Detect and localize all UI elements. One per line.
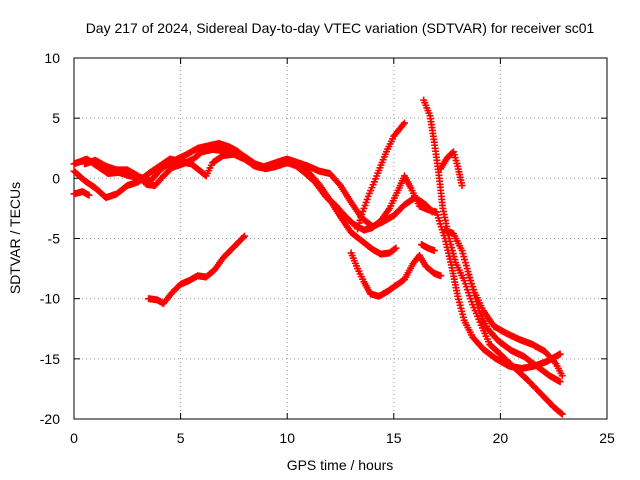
data-point-marker [427,207,435,215]
data-point-marker [239,233,247,241]
x-tick-label: 0 [70,430,78,446]
series-arc-e [145,232,249,307]
y-tick-label: 5 [52,110,60,126]
data-point-marker [558,372,566,380]
data-point-marker [430,247,438,255]
data-point-marker [428,208,436,216]
data-point-marker [391,245,399,253]
data-series [70,96,566,418]
y-tick-label: -15 [40,351,60,367]
x-tick-label: 15 [386,430,402,446]
data-point-marker [556,378,564,386]
data-point-marker [557,409,565,417]
y-tick-label: 0 [52,170,60,186]
y-tick-label: -5 [48,231,61,247]
axis-ticks: 0 5 10 15 20 25 -20 -15 -10 -5 0 5 10 [40,50,615,446]
series-arc-d [81,145,436,230]
data-point-marker [556,350,564,358]
y-tick-label: -20 [40,411,60,427]
y-axis-label: SDTVAR / TECUs [7,182,23,294]
series-arc-f [347,249,445,300]
series-arc-l [464,271,566,380]
data-point-marker [354,225,362,233]
series-arc-k [437,148,466,190]
data-point-marker [241,232,249,240]
series-arc-j [418,241,438,255]
chart-title: Day 217 of 2024, Sidereal Day-to-day VTE… [86,20,595,36]
data-point-marker [85,191,93,199]
data-point-marker [558,410,566,418]
data-point-marker [551,358,559,366]
x-axis-label: GPS time / hours [287,457,394,473]
data-point-marker [437,272,445,280]
series-arc-c [70,188,93,199]
data-point-marker [458,182,466,190]
y-tick-label: -10 [40,291,60,307]
data-point-marker [392,244,400,252]
x-tick-label: 20 [493,430,509,446]
x-tick-label: 5 [177,430,185,446]
data-point-marker [391,131,399,139]
y-tick-label: 10 [44,50,60,66]
x-tick-label: 25 [599,430,615,446]
x-tick-label: 10 [279,430,295,446]
series-arc-g [354,119,408,233]
